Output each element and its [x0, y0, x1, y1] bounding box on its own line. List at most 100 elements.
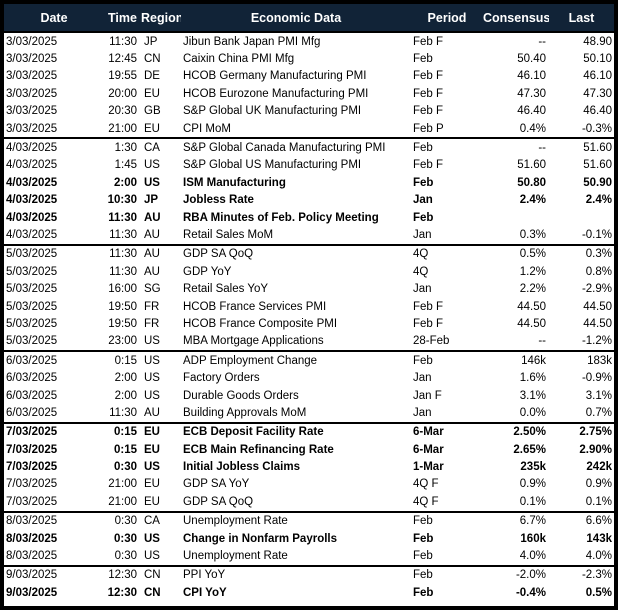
- cell-consensus: 0.9%: [519, 478, 546, 491]
- cell-time: 1:30: [114, 142, 137, 155]
- table-row: 7/03/2025 21:00 EU GDP SA QoQ 4Q F 0.1% 0.1%: [4, 493, 614, 511]
- cell-date: 7/03/2025: [6, 461, 58, 474]
- table-row: 5/03/2025 23:00 US MBA Mortgage Application…: [4, 333, 614, 351]
- cell-region: EU: [144, 426, 160, 439]
- cell-event: Jibun Bank Japan PMI Mfg: [183, 35, 321, 48]
- cell-consensus: 2.2%: [519, 283, 546, 296]
- cell-consensus: 50.40: [517, 53, 546, 66]
- cell-period: Feb F: [413, 317, 444, 330]
- cell-event: HCOB Germany Manufacturing PMI: [183, 70, 367, 83]
- cell-event: Initial Jobless Claims: [183, 461, 300, 474]
- cell-last: 0.7%: [585, 406, 612, 419]
- cell-date: 5/03/2025: [6, 300, 58, 313]
- cell-last: -0.9%: [581, 372, 612, 385]
- cell-time: 12:45: [108, 53, 137, 66]
- cell-event: Building Approvals MoM: [183, 406, 307, 419]
- cell-date: 8/03/2025: [6, 550, 58, 563]
- cell-date: 9/03/2025: [6, 586, 58, 599]
- cell-event: S&P Global UK Manufacturing PMI: [183, 105, 362, 118]
- table-row: 5/03/2025 16:00 SG Retail Sales YoY Jan 2.2% -…: [4, 280, 614, 297]
- cell-date: 3/03/2025: [6, 105, 58, 118]
- cell-consensus: 0.1%: [519, 495, 546, 508]
- cell-region: US: [144, 159, 160, 172]
- table-row: 9/03/2025 12:30 CN CPI YoY Feb -0.4% 0.5%: [4, 584, 614, 601]
- cell-region: US: [144, 389, 160, 402]
- cell-last: 2.75%: [579, 426, 612, 439]
- cell-period: 4Q: [413, 265, 429, 278]
- cell-event: CPI YoY: [183, 586, 227, 599]
- table-row: 9/03/2025 12:30 CN PPI YoY Feb -2.0% -2.3%: [4, 566, 614, 584]
- cell-last: 51.60: [583, 159, 612, 172]
- cell-period: Feb F: [413, 105, 444, 118]
- cell-date: 6/03/2025: [6, 406, 58, 419]
- date-group: 8/03/2025 0:30 CA Unemployment Rate Feb 6.7% 6…: [4, 511, 614, 566]
- cell-period: Feb F: [413, 35, 444, 48]
- cell-date: 4/03/2025: [6, 159, 58, 172]
- cell-last: 48.90: [583, 35, 612, 48]
- header-date: Date: [4, 4, 104, 32]
- cell-event: CPI MoM: [183, 122, 231, 135]
- cell-event: Jobless Rate: [183, 194, 254, 207]
- table-row: 6/03/2025 0:15 US ADP Employment Change Feb 1…: [4, 351, 614, 369]
- cell-time: 10:30: [107, 194, 137, 207]
- cell-event: Unemployment Rate: [183, 515, 288, 528]
- cell-region: CN: [144, 53, 161, 66]
- header-region: Region: [141, 4, 181, 32]
- economic-calendar-table: Date Time Region Economic Data Period Co…: [4, 4, 614, 602]
- cell-consensus: 146k: [521, 354, 546, 367]
- cell-region: US: [144, 550, 160, 563]
- cell-last: [549, 209, 614, 226]
- table-row: 4/03/2025 2:00 US ISM Manufacturing Feb 50.80…: [4, 174, 614, 191]
- cell-period: Feb: [413, 53, 433, 66]
- cell-last: 44.50: [583, 300, 612, 313]
- cell-consensus: --: [538, 335, 546, 348]
- header-row: Date Time Region Economic Data Period Co…: [4, 4, 614, 32]
- table-row: 3/03/2025 20:00 EU HCOB Eurozone Manufactur…: [4, 85, 614, 102]
- cell-time: 19:55: [108, 70, 137, 83]
- table-row: 5/03/2025 11:30 AU GDP YoY 4Q 1.2% 0.8%: [4, 263, 614, 280]
- table-header: Date Time Region Economic Data Period Co…: [4, 4, 614, 32]
- cell-time: 0:30: [114, 515, 137, 528]
- table-row: 4/03/2025 10:30 JP Jobless Rate Jan 2.4% 2.4%: [4, 192, 614, 209]
- cell-time: 21:00: [108, 478, 137, 491]
- cell-event: GDP SA YoY: [183, 478, 250, 491]
- cell-region: JP: [144, 35, 158, 48]
- header-period: Period: [411, 4, 483, 32]
- cell-period: Jan: [413, 228, 432, 241]
- cell-time: 19:50: [108, 300, 137, 313]
- cell-consensus: 47.30: [517, 87, 546, 100]
- cell-date: 4/03/2025: [6, 211, 58, 224]
- cell-consensus: 0.3%: [519, 228, 546, 241]
- table-row: 3/03/2025 12:45 CN Caixin China PMI Mfg Feb 5…: [4, 50, 614, 67]
- cell-date: 5/03/2025: [6, 265, 58, 278]
- cell-last: 2.4%: [585, 194, 612, 207]
- cell-date: 3/03/2025: [6, 122, 58, 135]
- table-row: 7/03/2025 0:30 US Initial Jobless Claims 1-M…: [4, 458, 614, 475]
- cell-region: SG: [144, 283, 161, 296]
- cell-last: 6.6%: [585, 515, 612, 528]
- cell-time: 16:00: [108, 283, 137, 296]
- cell-period: 4Q F: [413, 495, 439, 508]
- cell-event: ISM Manufacturing: [183, 176, 286, 189]
- cell-consensus: 46.10: [517, 70, 546, 83]
- header-last: Last: [549, 4, 614, 32]
- cell-event: ADP Employment Change: [183, 354, 318, 367]
- cell-period: 6-Mar: [413, 426, 444, 439]
- date-group: 7/03/2025 0:15 EU ECB Deposit Facility Rate…: [4, 422, 614, 512]
- cell-event: GDP YoY: [183, 265, 232, 278]
- cell-date: 6/03/2025: [6, 372, 58, 385]
- cell-time: 0:30: [114, 550, 137, 563]
- cell-time: 21:00: [108, 122, 137, 135]
- cell-consensus: 51.60: [517, 159, 546, 172]
- date-group: 6/03/2025 0:15 US ADP Employment Change Feb 1…: [4, 351, 614, 423]
- cell-date: 6/03/2025: [6, 354, 58, 367]
- table-row: 4/03/2025 11:30 AU RBA Minutes of Feb. Poli…: [4, 209, 614, 226]
- cell-time: 11:30: [109, 35, 137, 48]
- cell-region: AU: [144, 211, 161, 224]
- cell-region: AU: [144, 406, 160, 419]
- cell-period: Feb F: [413, 87, 444, 100]
- cell-period: 6-Mar: [413, 443, 444, 456]
- cell-event: Change in Nonfarm Payrolls: [183, 532, 338, 545]
- cell-last: 46.40: [583, 105, 612, 118]
